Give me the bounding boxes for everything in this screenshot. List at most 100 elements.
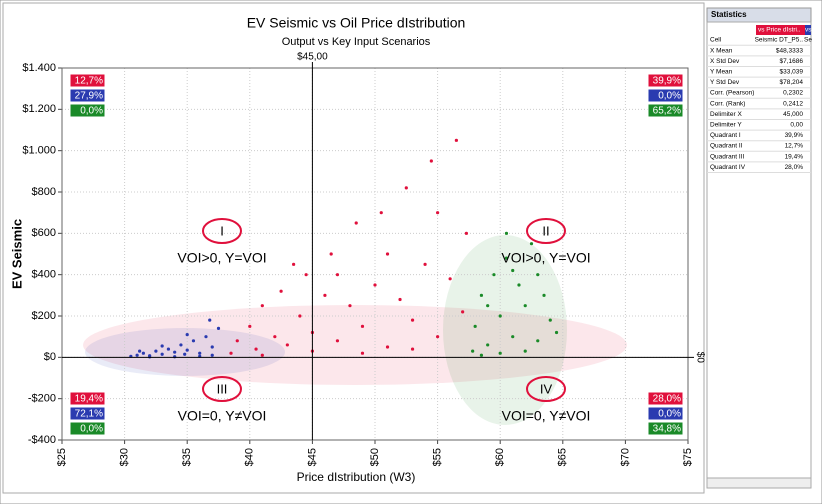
- chart-title: EV Seismic vs Oil Price dIstribution: [247, 15, 466, 31]
- quadrant-stat-box: [647, 406, 684, 421]
- y-tick-label: $1.400: [22, 62, 56, 74]
- panel-row-label: Quadrant III: [710, 153, 745, 160]
- point: [173, 350, 177, 354]
- panel-row-label: Quadrant IV: [710, 164, 746, 171]
- panel-row-value: 0,00: [790, 122, 803, 129]
- point: [260, 353, 264, 357]
- panel-row-label: X Std Dev: [710, 58, 740, 65]
- x-tick-label: $65: [557, 448, 569, 466]
- quadrant-stat-label: 0,0%: [658, 409, 681, 420]
- point: [464, 231, 468, 235]
- point: [273, 335, 277, 339]
- x-tick-label: $25: [56, 448, 68, 466]
- point: [279, 289, 283, 293]
- point: [504, 256, 509, 260]
- y-tick-label: $600: [32, 227, 56, 239]
- point: [183, 352, 187, 356]
- panel-row-value: 28,0%: [785, 164, 804, 171]
- panel-row-label: Quadrant I: [710, 132, 741, 139]
- panel-row-label: X Mean: [710, 47, 733, 54]
- chart-subtitle: Output vs Key Input Scenarios: [282, 36, 431, 48]
- quadrant-stat-label: 65,2%: [653, 106, 681, 117]
- annotation-label: I: [220, 223, 224, 238]
- x-tick-label: $60: [494, 448, 506, 466]
- point: [135, 353, 139, 357]
- x-tick-label: $55: [432, 448, 444, 466]
- point: [235, 339, 239, 343]
- quadrant-stat-label: 0,0%: [80, 106, 103, 117]
- point: [154, 349, 158, 353]
- y-axis-label: EV Seismic: [9, 219, 24, 289]
- point: [410, 347, 415, 351]
- x-tick-label: $75: [682, 448, 694, 466]
- point: [454, 138, 458, 142]
- quadrant-stat-label: 27,9%: [75, 91, 103, 102]
- point: [292, 262, 296, 266]
- annotation-text: VOI=0, Y≠VOI: [178, 408, 267, 424]
- delimiter-x-label: $45,00: [297, 52, 328, 63]
- x-tick-label: $45: [306, 448, 318, 466]
- point: [498, 314, 502, 318]
- point: [479, 353, 484, 357]
- ellipse: [85, 328, 285, 376]
- y-tick-label: $1.200: [22, 103, 56, 115]
- panel-row-value: 0,2302: [783, 90, 803, 97]
- point: [335, 339, 340, 343]
- annotation-text: VOI>0, Y=VOI: [501, 250, 590, 266]
- quadrant-stat-box: [69, 103, 106, 118]
- panel-row-value: 0,2412: [783, 100, 803, 107]
- point: [360, 324, 365, 328]
- point: [323, 293, 327, 297]
- x-tick-label: $30: [119, 448, 131, 466]
- panel-row-value: 45,000: [783, 111, 803, 118]
- panel-header: vs Price dIstri..: [758, 27, 801, 34]
- scrollbar[interactable]: [706, 477, 812, 489]
- panel-row-label: Cell: [710, 37, 722, 44]
- annotation-circle: [526, 376, 566, 402]
- point: [248, 324, 252, 328]
- quadrant-stat-label: 34,8%: [653, 424, 681, 435]
- point: [208, 318, 212, 322]
- delimiter-y-label: $0: [694, 352, 705, 364]
- point: [536, 273, 540, 277]
- quadrant-stat-label: 39,9%: [653, 76, 681, 87]
- quadrant-stat-box: [647, 421, 684, 436]
- y-tick-label: $0: [44, 351, 56, 363]
- annotation-label: II: [542, 223, 549, 238]
- point: [448, 277, 452, 281]
- point: [423, 262, 427, 266]
- panel-row-label: Delimiter X: [710, 111, 742, 118]
- point: [210, 353, 214, 357]
- quadrant-stat-box: [69, 406, 106, 421]
- annotation-circle: [202, 376, 242, 402]
- panel-header-cell: [756, 25, 805, 35]
- quadrant-stat-box: [69, 73, 106, 88]
- quadrant-stat-label: 0,0%: [658, 91, 681, 102]
- point: [160, 344, 164, 348]
- panel-title: Statistics: [711, 10, 747, 19]
- y-tick-label: $800: [32, 186, 56, 198]
- y-tick-label: -$400: [28, 434, 56, 446]
- point: [548, 318, 552, 322]
- point: [536, 339, 540, 343]
- quadrant-stat-label: 19,4%: [75, 394, 103, 405]
- point: [373, 283, 377, 287]
- panel-row-value: 39,9%: [785, 132, 804, 139]
- point: [504, 231, 509, 235]
- point: [511, 335, 515, 339]
- point: [138, 349, 142, 353]
- point: [498, 351, 502, 355]
- point: [260, 304, 264, 308]
- point: [511, 268, 515, 273]
- annotation-circle: [526, 218, 566, 244]
- point: [473, 324, 477, 328]
- quadrant-stat-box: [647, 103, 684, 118]
- annotation-circle: [202, 218, 242, 244]
- point: [304, 273, 308, 277]
- panel: [706, 21, 812, 485]
- point: [191, 339, 196, 343]
- plot-border: [61, 67, 689, 441]
- point: [542, 293, 546, 297]
- panel-row-label: Corr. (Rank): [710, 100, 745, 107]
- point: [554, 330, 559, 335]
